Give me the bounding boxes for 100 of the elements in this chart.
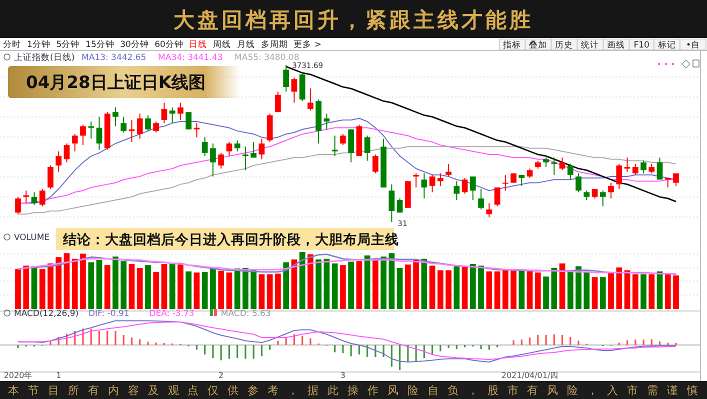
bar bbox=[88, 262, 94, 309]
bar bbox=[178, 264, 184, 309]
candlestick bbox=[494, 186, 500, 207]
bar bbox=[258, 274, 265, 309]
bar bbox=[96, 260, 102, 309]
candlestick bbox=[39, 188, 46, 207]
candlestick bbox=[210, 143, 216, 177]
bar bbox=[356, 261, 362, 309]
text: 60分钟 bbox=[154, 39, 184, 50]
bar bbox=[283, 262, 289, 309]
bar bbox=[104, 265, 110, 309]
candlestick bbox=[234, 140, 240, 152]
candlestick bbox=[664, 178, 671, 188]
candlestick bbox=[567, 163, 574, 180]
text: F10 bbox=[634, 40, 650, 50]
bar bbox=[316, 259, 322, 309]
text: 分时 bbox=[3, 39, 21, 50]
text: 周线 bbox=[213, 39, 232, 50]
bar bbox=[559, 263, 566, 309]
x-tick-label: 2021/04/01/四 bbox=[501, 371, 558, 380]
text: 历史 bbox=[555, 40, 574, 50]
bar bbox=[186, 271, 192, 309]
text: 5分钟 bbox=[56, 39, 80, 50]
bar bbox=[454, 266, 460, 309]
text: 本节目所有内容及观点仅供参考，据此操作风险自负，股市有风险，入市需谨慎 bbox=[8, 384, 698, 397]
candlestick bbox=[486, 202, 492, 218]
candlestick bbox=[72, 134, 78, 152]
text: 30分钟 bbox=[120, 39, 149, 50]
bar bbox=[324, 258, 330, 309]
candlestick bbox=[169, 106, 176, 124]
candlestick bbox=[584, 190, 590, 201]
candlestick bbox=[608, 182, 614, 199]
candlestick bbox=[202, 136, 208, 157]
candlestick bbox=[559, 157, 566, 171]
candlestick bbox=[48, 164, 54, 190]
candlestick bbox=[112, 106, 118, 127]
bar bbox=[648, 274, 655, 309]
bar bbox=[364, 255, 370, 309]
candlestick bbox=[454, 180, 460, 201]
text: 多周期 bbox=[261, 39, 288, 50]
bar bbox=[429, 266, 436, 309]
bar bbox=[169, 264, 176, 309]
text: 15分钟 bbox=[86, 39, 114, 50]
bar bbox=[56, 257, 62, 309]
bar bbox=[23, 266, 30, 309]
bar bbox=[153, 272, 160, 309]
x-tick-label: 1 bbox=[56, 371, 62, 380]
legend-label: MACD: 5.63 bbox=[220, 309, 271, 319]
candlestick bbox=[656, 157, 663, 180]
bar bbox=[72, 258, 78, 309]
bar bbox=[421, 258, 428, 309]
candlestick bbox=[632, 163, 638, 176]
text: 叠加 bbox=[529, 40, 548, 50]
bar bbox=[250, 270, 257, 309]
candlestick bbox=[250, 141, 257, 158]
bar bbox=[15, 269, 21, 309]
bar bbox=[340, 265, 346, 309]
x-tick-label: 2 bbox=[218, 371, 224, 380]
candlestick bbox=[56, 150, 62, 172]
candlestick bbox=[324, 113, 330, 130]
candlestick bbox=[372, 154, 378, 174]
text: 日线 bbox=[189, 39, 208, 50]
bar bbox=[39, 269, 46, 309]
candlestick bbox=[543, 157, 549, 168]
candlestick bbox=[640, 160, 646, 174]
candlestick bbox=[446, 163, 452, 177]
bar bbox=[80, 254, 86, 309]
candlestick bbox=[478, 188, 484, 210]
bar bbox=[218, 270, 224, 309]
candlestick bbox=[64, 143, 70, 163]
bar bbox=[348, 262, 354, 309]
candlestick bbox=[340, 134, 346, 146]
bar bbox=[161, 264, 168, 309]
candlestick bbox=[242, 146, 248, 171]
bar bbox=[478, 266, 484, 309]
bar bbox=[388, 253, 395, 309]
candlestick bbox=[437, 172, 444, 186]
candlestick bbox=[120, 116, 127, 134]
candlestick bbox=[348, 128, 354, 163]
bar bbox=[526, 271, 533, 309]
text: MA55: 3480.08 bbox=[234, 53, 300, 63]
bar bbox=[128, 264, 135, 309]
text: 画线 bbox=[607, 40, 626, 50]
candlestick bbox=[576, 172, 582, 193]
bar bbox=[502, 270, 508, 309]
bar bbox=[510, 270, 516, 309]
bar bbox=[437, 270, 444, 309]
candlestick bbox=[258, 138, 265, 160]
candlestick bbox=[218, 152, 224, 170]
text: 结论：大盘回档后今日进入再回升阶段，大胆布局主线 bbox=[62, 231, 399, 248]
bar bbox=[551, 268, 558, 309]
bar bbox=[664, 274, 671, 309]
bar bbox=[372, 260, 378, 309]
bar bbox=[112, 256, 118, 309]
chart-title: MACD(12,26,9) bbox=[14, 309, 79, 319]
text: 1分钟 bbox=[27, 39, 50, 50]
text: 大盘回档再回升，紧跟主线才能胜 bbox=[174, 8, 534, 32]
series-label: DEA: -3.73 bbox=[149, 309, 194, 319]
candlestick bbox=[648, 163, 655, 174]
bar bbox=[405, 264, 411, 309]
